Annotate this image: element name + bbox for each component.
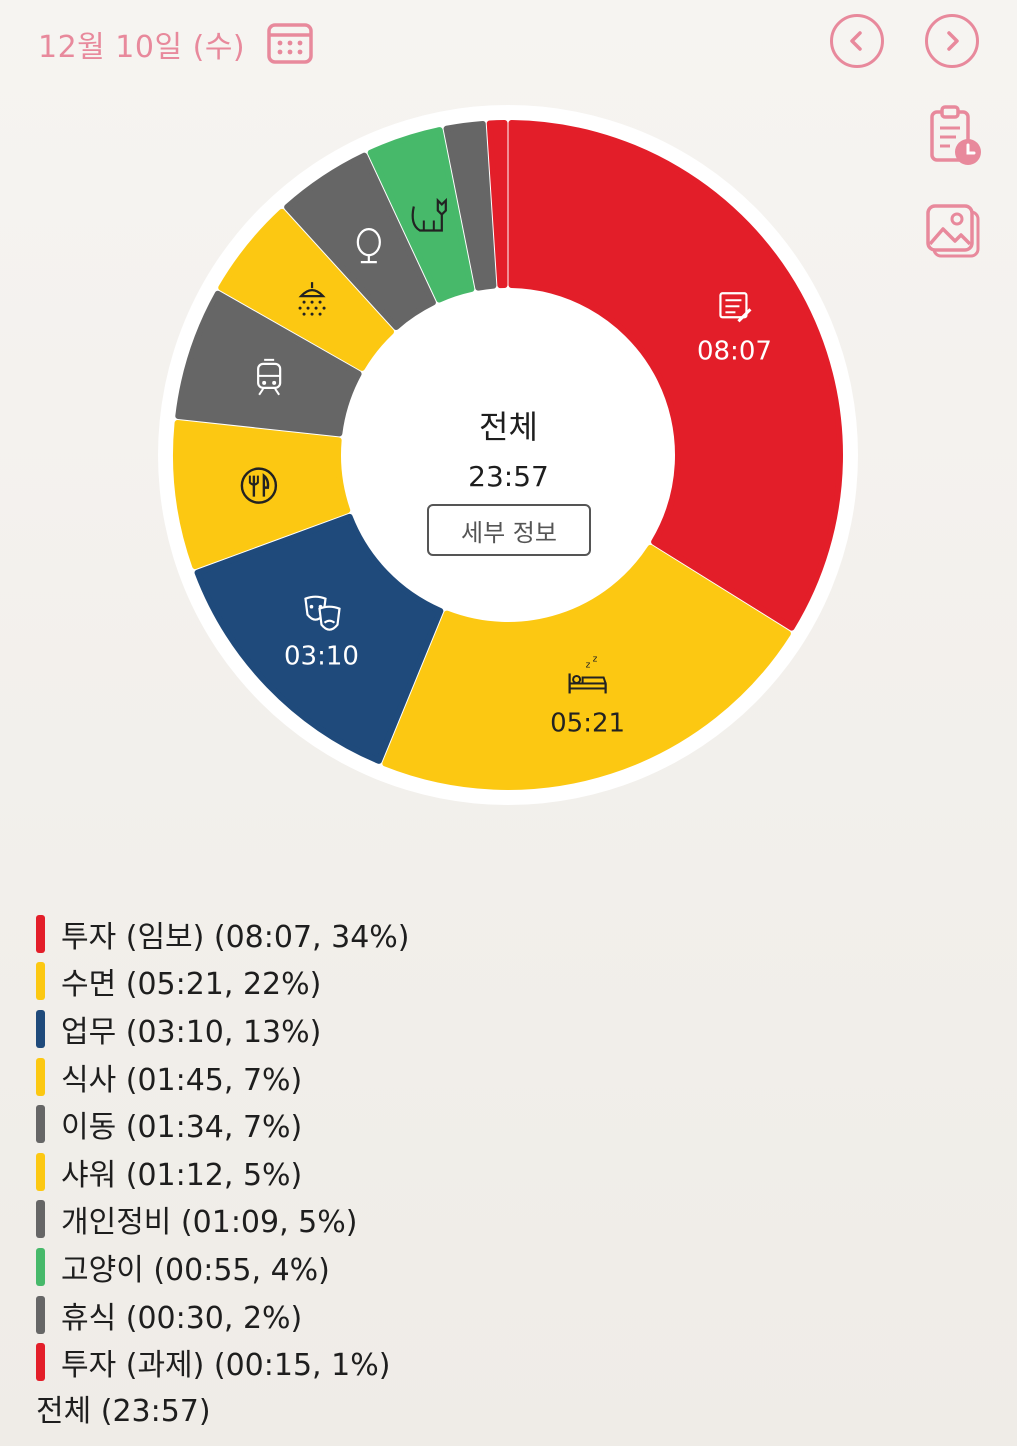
legend-label: 개인정비 (01:09, 5%)	[61, 1205, 358, 1241]
mirror-icon	[356, 228, 381, 264]
clipboard-clock-icon[interactable]	[924, 104, 984, 168]
donut-slice-8[interactable]	[367, 127, 475, 303]
calendar-icon[interactable]	[266, 20, 314, 66]
donut-slice-6[interactable]	[218, 208, 395, 371]
legend-item: 고양이 (00:55, 4%)	[36, 1243, 410, 1291]
legend-label: 식사 (01:45, 7%)	[61, 1062, 303, 1098]
legend-item: 샤워 (01:12, 5%)	[36, 1148, 410, 1196]
svg-text:z: z	[586, 660, 591, 670]
legend-swatch	[36, 1247, 45, 1286]
donut-slice-7[interactable]	[284, 152, 436, 330]
legend-swatch	[36, 1009, 45, 1048]
next-day-button[interactable]	[925, 14, 979, 68]
legend-swatch	[36, 1200, 45, 1239]
legend-swatch	[36, 1152, 45, 1191]
legend-item: 이동 (01:34, 7%)	[36, 1100, 410, 1148]
legend-label: 샤워 (01:12, 5%)	[61, 1157, 303, 1193]
donut-slice-3[interactable]	[194, 513, 444, 764]
legend-swatch	[36, 1057, 45, 1096]
legend-swatch	[36, 1295, 45, 1334]
memo-pencil-icon	[719, 292, 752, 323]
donut-svg: zz 08:07 05:21 03:10	[173, 120, 843, 790]
legend-swatch	[36, 1105, 45, 1144]
chevron-right-icon	[947, 31, 959, 51]
donut-slice-2[interactable]	[382, 544, 791, 790]
slice-time-label: 05:21	[550, 708, 625, 738]
legend-label: 투자 (임보) (08:07, 34%)	[61, 919, 410, 955]
slice-time-label: 03:10	[284, 642, 359, 672]
legend: 투자 (임보) (08:07, 34%) 수면 (05:21, 22%) 업무 (0…	[36, 910, 410, 1386]
legend-swatch	[36, 962, 45, 1001]
legend-item: 업무 (03:10, 13%)	[36, 1005, 410, 1053]
previous-day-button[interactable]	[830, 14, 884, 68]
legend-label: 고양이 (00:55, 4%)	[61, 1252, 330, 1288]
train-icon	[257, 358, 282, 396]
legend-label: 업무 (03:10, 13%)	[61, 1014, 322, 1050]
slice-time-label: 08:07	[697, 336, 772, 366]
cat-icon	[411, 197, 447, 232]
legend-label: 이동 (01:34, 7%)	[61, 1110, 303, 1146]
date-label[interactable]: 12월 10일 (수)	[38, 30, 246, 65]
donut-slice-1[interactable]	[508, 120, 843, 631]
center-title: 전체	[479, 408, 538, 446]
legend-total: 전체 (23:57)	[36, 1394, 211, 1429]
donut-slice-10[interactable]	[486, 120, 508, 289]
bed-sleep-icon: zz	[568, 654, 607, 694]
legend-label: 휴식 (00:30, 2%)	[61, 1300, 303, 1336]
donut-slice-9[interactable]	[443, 120, 497, 291]
chevron-left-icon	[850, 31, 862, 51]
legend-label: 투자 (과제) (00:15, 1%)	[61, 1348, 391, 1384]
legend-item: 투자 (과제) (00:15, 1%)	[36, 1338, 410, 1386]
legend-label: 수면 (05:21, 22%)	[61, 967, 322, 1003]
legend-swatch	[36, 914, 45, 953]
donut-slice-4[interactable]	[173, 420, 351, 570]
legend-item: 식사 (01:45, 7%)	[36, 1053, 410, 1101]
legend-item: 휴식 (00:30, 2%)	[36, 1291, 410, 1339]
shower-icon	[298, 282, 326, 316]
detail-info-button[interactable]: 세부 정보	[427, 504, 591, 556]
legend-item: 투자 (임보) (08:07, 34%)	[36, 910, 410, 958]
theater-masks-icon	[304, 595, 341, 631]
center-total-time: 23:57	[468, 460, 549, 493]
image-gallery-icon[interactable]	[924, 200, 984, 264]
legend-swatch	[36, 1343, 45, 1382]
svg-text:z: z	[593, 654, 598, 664]
fork-knife-icon	[240, 467, 278, 504]
legend-item: 수면 (05:21, 22%)	[36, 958, 410, 1006]
legend-item: 개인정비 (01:09, 5%)	[36, 1196, 410, 1244]
